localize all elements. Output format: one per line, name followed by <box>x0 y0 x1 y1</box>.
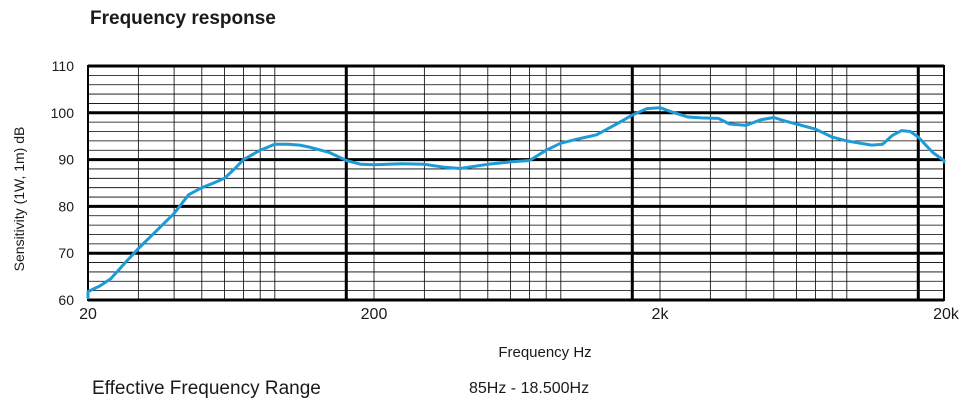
x-tick-label: 2k <box>652 306 670 323</box>
x-tick-label: 20 <box>79 306 97 323</box>
frequency-response-line <box>86 106 946 300</box>
minor-gridlines <box>87 66 944 300</box>
chart-title: Frequency response <box>90 8 276 29</box>
effective-range-value: 85Hz - 18.500Hz <box>469 380 590 397</box>
x-tick-labels: 20 200 2k 20k <box>79 306 960 323</box>
x-tick-label: 200 <box>361 306 388 323</box>
y-tick-label: 60 <box>58 292 74 308</box>
y-tick-label: 90 <box>58 152 74 168</box>
y-tick-label: 110 <box>52 58 75 74</box>
y-tick-label: 80 <box>58 198 74 214</box>
y-tick-label: 100 <box>51 105 75 121</box>
y-tick-labels: 60 70 80 90 100 110 <box>51 58 75 308</box>
plot-frame <box>87 65 945 301</box>
series-layer <box>86 106 946 300</box>
y-tick-label: 70 <box>58 245 74 261</box>
y-axis-label: Sensitivity (1W, 1m) dB <box>11 127 27 272</box>
effective-range-label: Effective Frequency Range <box>92 378 321 399</box>
x-tick-label: 20k <box>933 306 960 323</box>
x-axis-label: Frequency Hz <box>498 344 592 361</box>
